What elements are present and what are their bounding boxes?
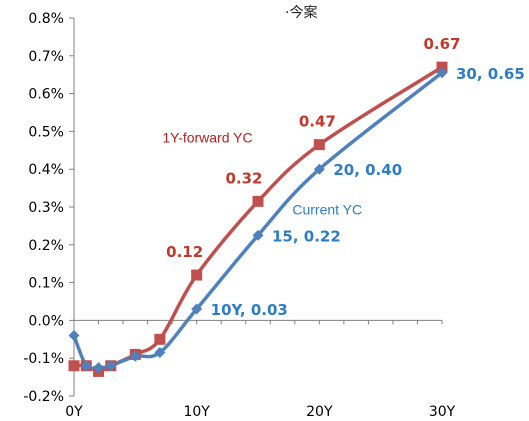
y-tick-label: 0.4%	[28, 162, 64, 178]
current-point-marker	[252, 229, 264, 241]
y-tick-label: -0.2%	[23, 389, 64, 405]
current-point-marker	[68, 330, 80, 342]
data-label: 0.67	[423, 35, 460, 53]
forward-point-marker	[252, 195, 264, 207]
series-markers	[68, 61, 448, 377]
data-label: 0.12	[166, 243, 203, 261]
y-tick-label: 0.3%	[28, 200, 64, 216]
y-tick-label: 0.0%	[28, 313, 64, 329]
series-lines	[72, 65, 444, 374]
forward-point-marker	[313, 139, 325, 151]
chart-title-fragment: ·今案	[285, 4, 317, 21]
data-labels: 0.67 0.47 0.32 0.12 30, 0.65 20, 0.40 15, 0.22…	[162, 35, 524, 319]
y-tick-label: 0.5%	[28, 124, 64, 140]
data-label: 20, 0.40	[333, 161, 402, 179]
axes: -0.2% -0.1% 0.0% 0.1% 0.2% 0.3% 0.4% 0.5% 0.6% 0.…	[23, 4, 455, 420]
current-point-marker	[191, 303, 203, 315]
y-tick-label: -0.1%	[23, 351, 64, 367]
current-point-marker	[93, 362, 105, 374]
forward-point-marker	[154, 333, 166, 345]
current-point-marker	[436, 67, 448, 79]
series-line-forward	[73, 65, 443, 374]
forward-point-marker	[68, 360, 80, 372]
current-point-marker	[154, 347, 166, 359]
data-label: 10Y, 0.03	[211, 301, 288, 319]
current-point-marker	[313, 163, 325, 175]
forward-point-marker	[436, 61, 448, 73]
series-name-label: 1Y-forward YC	[162, 130, 252, 146]
forward-point-marker	[191, 269, 203, 281]
current-point-marker	[105, 360, 117, 372]
y-tick-label: 0.6%	[28, 87, 64, 103]
x-tick-label: 10Y	[183, 404, 210, 420]
y-tick-label: 0.7%	[28, 49, 64, 65]
current-point-marker	[129, 350, 141, 362]
y-tick-label: 0.8%	[28, 11, 64, 27]
series-line-current	[72, 71, 444, 371]
current-point-marker	[80, 360, 92, 372]
data-label: 0.32	[225, 169, 262, 187]
x-tick-label: 20Y	[306, 404, 333, 420]
data-label: 15, 0.22	[272, 227, 341, 245]
series-name-label: Current YC	[292, 202, 362, 218]
data-label: 0.47	[299, 113, 336, 131]
x-tick-label: 30Y	[429, 404, 456, 420]
x-tick-label: 0Y	[65, 404, 83, 420]
data-label: 30, 0.65	[456, 65, 525, 83]
y-tick-label: 0.1%	[28, 276, 64, 292]
y-tick-label: 0.2%	[28, 238, 64, 254]
